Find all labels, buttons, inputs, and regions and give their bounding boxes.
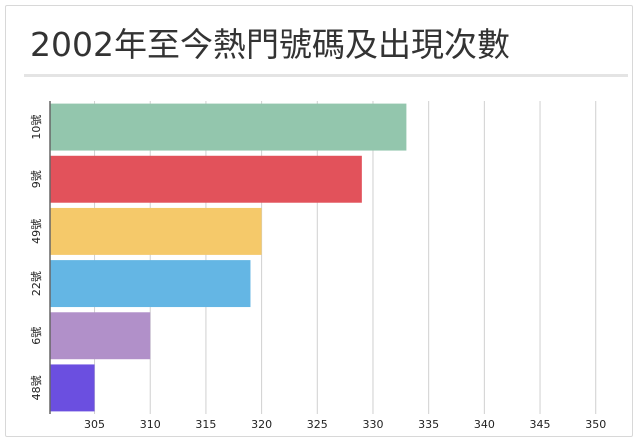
y-tick-label: 6號 — [30, 327, 43, 345]
grid-lines — [94, 101, 597, 414]
x-tick-label: 330 — [362, 418, 383, 431]
bar — [50, 155, 362, 203]
y-tick-label: 49號 — [30, 219, 43, 244]
x-tick-label: 305 — [84, 418, 105, 431]
x-tick-label: 325 — [307, 418, 328, 431]
y-tick-label: 48號 — [30, 375, 43, 400]
bar — [50, 364, 95, 412]
x-tick-label: 340 — [474, 418, 495, 431]
x-tick-label: 315 — [195, 418, 216, 431]
title-divider — [24, 74, 628, 77]
y-tick-label: 10號 — [30, 115, 43, 140]
bar — [50, 260, 251, 308]
x-tick-label: 320 — [251, 418, 272, 431]
x-tick-label: 310 — [140, 418, 161, 431]
x-tick-label: 345 — [530, 418, 551, 431]
y-tick-label: 22號 — [30, 271, 43, 296]
x-tick-label: 335 — [418, 418, 439, 431]
y-tick-label: 9號 — [30, 170, 43, 188]
tick-labels: 305 310 315 320 325 330 335 340 345 350 10號 9號 49號 22… — [30, 115, 606, 431]
x-tick-label: 350 — [585, 418, 606, 431]
chart-title: 2002年至今熱門號碼及出現次數 — [30, 25, 510, 64]
bar — [50, 312, 151, 360]
bar — [50, 103, 407, 151]
bars — [50, 103, 407, 412]
bar — [50, 207, 262, 255]
